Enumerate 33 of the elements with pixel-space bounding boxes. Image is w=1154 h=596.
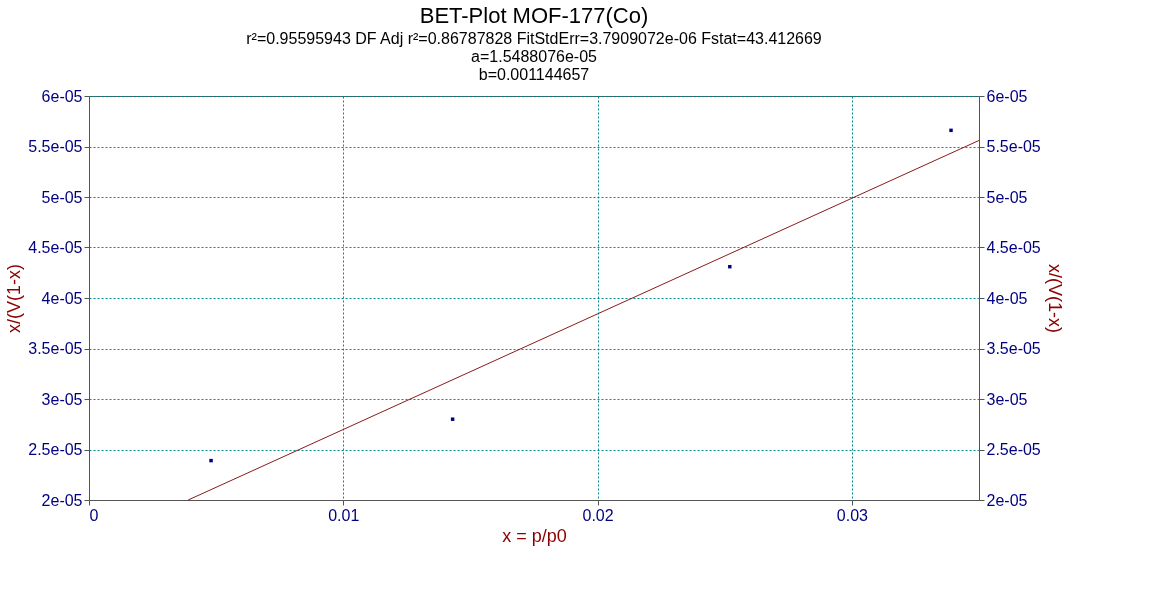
y2-tick-label: 2e-05: [986, 491, 1028, 509]
point: [949, 128, 953, 133]
text: b=0.001144657: [478, 66, 590, 83]
y-tick-label: 5.5e-05: [28, 138, 83, 155]
y-tick-label: 5e-05: [41, 188, 83, 206]
y2-tick-label: 3e-05: [986, 390, 1028, 408]
point: [209, 458, 213, 463]
chart-title: BET-Plot MOF-177(Co): [419, 3, 649, 28]
text: a=1.5488076e-05: [471, 48, 598, 65]
y2-tick-label: 5.5e-05: [986, 138, 1041, 155]
y-tick-label: 6e-05: [41, 87, 83, 105]
point: [728, 264, 732, 269]
point: [450, 417, 455, 421]
y-tick-label: 3.5e-05: [28, 340, 83, 357]
chart-subtitle: r²=0.95595943 DF Adj r²=0.86787828 FitStdErr=3.7909072e-06 Fstat=43.412669: [246, 30, 822, 47]
x-tick-label: 0: [89, 506, 99, 524]
y2-tick-label: 3.5e-05: [986, 340, 1041, 357]
x-tick-label: 0.02: [582, 506, 614, 524]
y-tick-label: 4.5e-05: [28, 239, 83, 256]
y2-tick-label: 6e-05: [986, 87, 1028, 105]
x-tick-label: 0.01: [328, 506, 360, 524]
y2-tick-label: 2.5e-05: [986, 441, 1041, 458]
y2-tick-label: 4.5e-05: [986, 239, 1041, 256]
y-axis-title: x/(V(1-x): [4, 264, 25, 333]
y-tick-label: 2.5e-05: [28, 441, 83, 458]
x-axis-title: x = p/p0: [502, 525, 567, 546]
y-tick-label: 4e-05: [41, 289, 83, 307]
y-tick-label: 2e-05: [41, 491, 83, 509]
y2-tick-label: 4e-05: [986, 289, 1028, 307]
y-tick-label: 3e-05: [41, 390, 83, 408]
y2-axis-title: x/(V(1-x): [1044, 264, 1065, 333]
x-tick-label: 0.03: [836, 506, 869, 524]
y2-tick-label: 5e-05: [986, 188, 1028, 206]
